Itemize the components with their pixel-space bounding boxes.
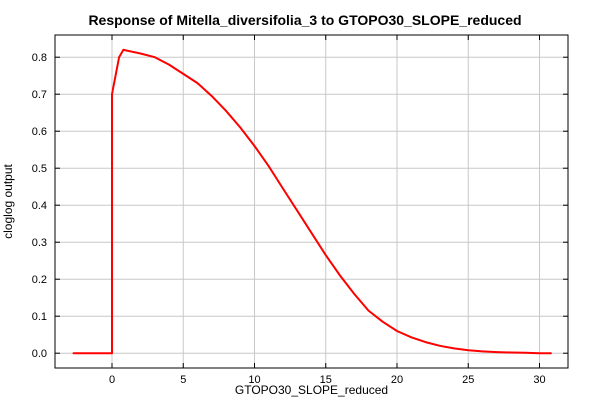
grid — [55, 35, 568, 368]
axis-ticks: 0 5 10 15 20 25 30 0.0 0.1 0.2 0.3 0.4 0.5 0.6 0.7 0.8 — [32, 35, 568, 386]
x-tick-label: 30 — [533, 374, 545, 386]
x-tick-label: 0 — [109, 374, 115, 386]
y-tick-label: 0.6 — [32, 126, 47, 138]
x-tick-label: 20 — [391, 374, 403, 386]
y-tick-label: 0.2 — [32, 274, 47, 286]
x-tick-label: 15 — [320, 374, 332, 386]
x-tick-label: 25 — [462, 374, 474, 386]
series-line — [72, 48, 552, 355]
x-tick-label: 5 — [180, 374, 186, 386]
y-tick-label: 0.4 — [32, 200, 47, 212]
y-tick-label: 0.7 — [32, 89, 47, 101]
y-tick-label: 0.5 — [32, 163, 47, 175]
x-axis-label: GTOPO30_SLOPE_reduced — [235, 383, 388, 397]
chart-title: Response of Mitella_diversifolia_3 to GT… — [88, 12, 521, 28]
y-tick-label: 0.3 — [32, 237, 47, 249]
y-tick-label: 0.1 — [32, 311, 47, 323]
y-axis-label: cloglog output — [1, 163, 15, 238]
x-tick-label: 10 — [248, 374, 260, 386]
y-tick-label: 0.0 — [32, 348, 47, 360]
plot-frame — [54, 34, 569, 369]
series-layer — [72, 48, 552, 355]
y-tick-label: 0.8 — [32, 52, 47, 64]
